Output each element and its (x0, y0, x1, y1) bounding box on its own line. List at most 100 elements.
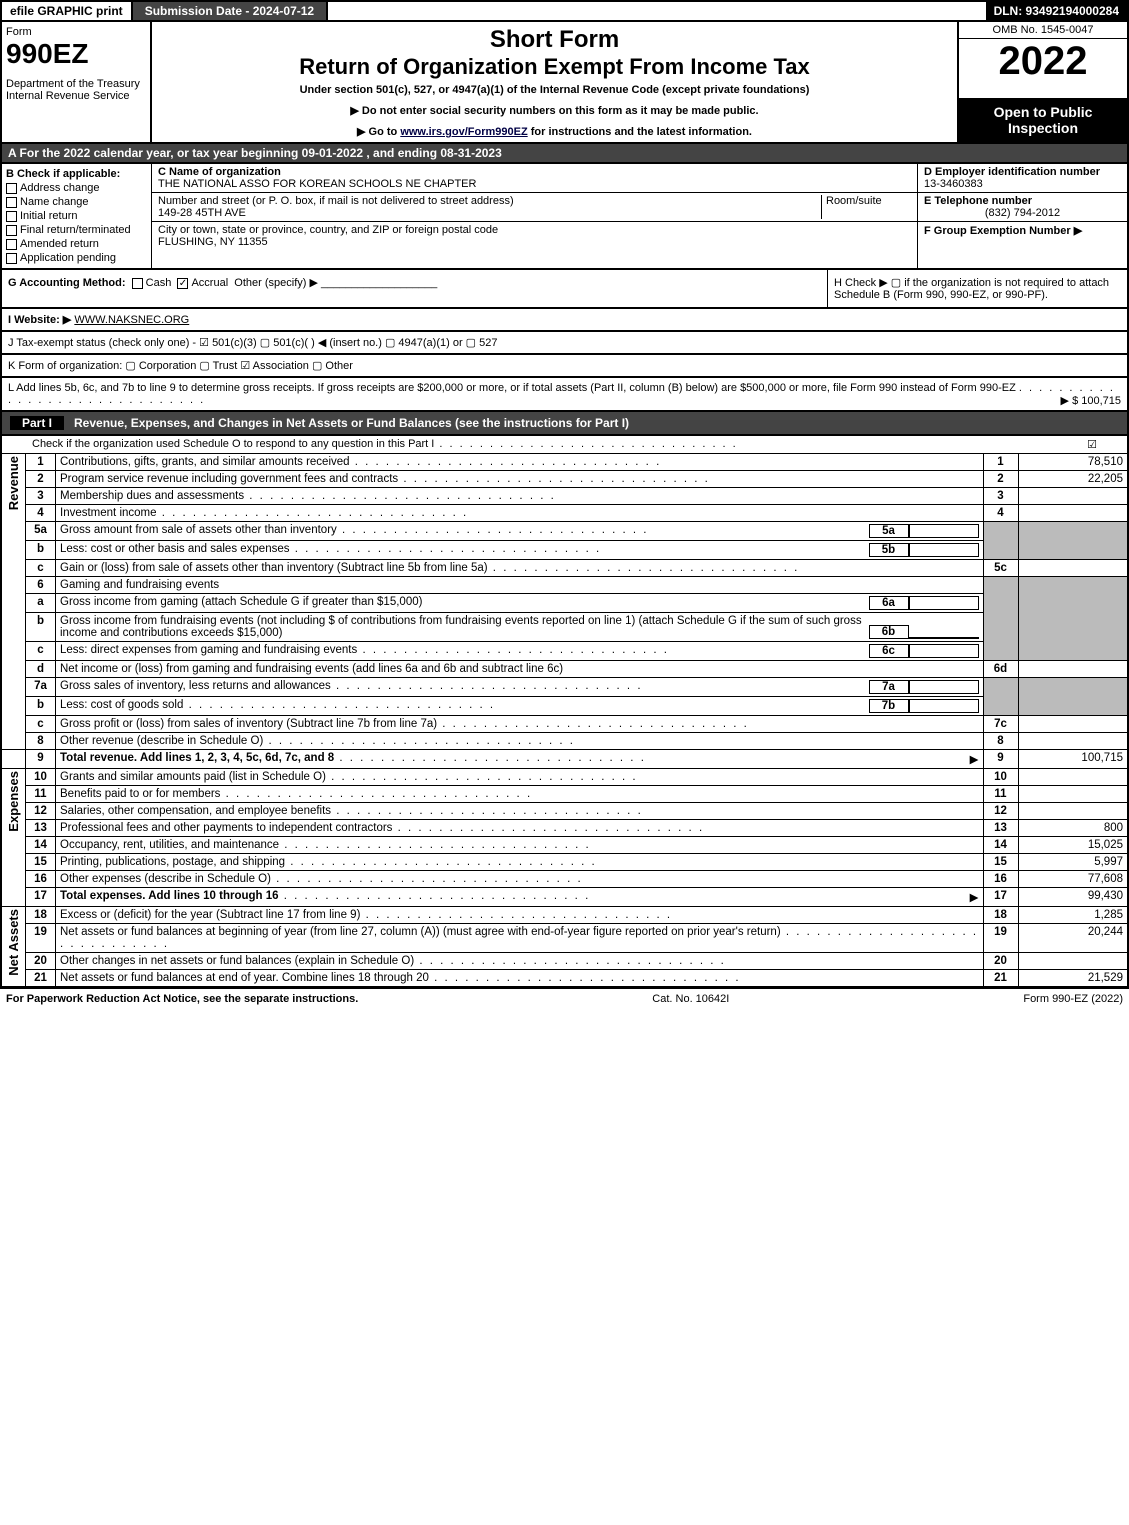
department: Department of the Treasury Internal Reve… (6, 78, 146, 102)
line-12-val (1018, 803, 1128, 820)
c-room-label: Room/suite (821, 195, 911, 219)
e-value: (832) 794-2012 (924, 207, 1121, 219)
line-15-val: 5,997 (1018, 854, 1128, 871)
line-11: Benefits paid to or for members (60, 788, 532, 800)
row-a: A For the 2022 calendar year, or tax yea… (0, 144, 1129, 164)
line-10-val (1018, 769, 1128, 786)
tax-year: 2022 (959, 39, 1127, 98)
b-opt-pending[interactable]: Application pending (6, 252, 147, 264)
lines-table: Revenue 1Contributions, gifts, grants, a… (0, 453, 1129, 988)
header-left: Form 990EZ Department of the Treasury In… (2, 22, 152, 142)
line-2: Program service revenue including govern… (60, 473, 710, 485)
b-opt-initial[interactable]: Initial return (6, 210, 147, 222)
netassets-label: Net Assets (6, 909, 21, 976)
footer-right: Form 990-EZ (2022) (1023, 993, 1123, 1005)
note-goto: ▶ Go to www.irs.gov/Form990EZ for instru… (160, 125, 949, 138)
line-6: Gaming and fundraising events (60, 579, 219, 591)
line-1-val: 78,510 (1018, 454, 1128, 471)
line-14: Occupancy, rent, utilities, and maintena… (60, 839, 591, 851)
line-20: Other changes in net assets or fund bala… (60, 955, 726, 967)
header-right: OMB No. 1545-0047 2022 Open to Public In… (957, 22, 1127, 142)
line-11-val (1018, 786, 1128, 803)
line-5b: Less: cost or other basis and sales expe… (60, 543, 869, 557)
line-6d-val (1018, 661, 1128, 678)
line-21: Net assets or fund balances at end of ye… (60, 972, 741, 984)
line-6b: Gross income from fundraising events (no… (60, 615, 869, 639)
part-i-header: Part I Revenue, Expenses, and Changes in… (0, 412, 1129, 436)
line-17: Total expenses. Add lines 10 through 16 (60, 890, 279, 902)
line-16: Other expenses (describe in Schedule O) (60, 873, 583, 885)
note2-pre: ▶ Go to (357, 126, 400, 138)
arrow: ▶ (970, 752, 979, 766)
section-g: G Accounting Method: Cash ✓Accrual Other… (2, 270, 827, 307)
line-3: Membership dues and assessments (60, 490, 556, 502)
irs-link[interactable]: www.irs.gov/Form990EZ (400, 126, 527, 138)
row-l: L Add lines 5b, 6c, and 7b to line 9 to … (0, 378, 1129, 412)
c-name-label: C Name of organization (158, 166, 911, 178)
line-3-val (1018, 488, 1128, 505)
b-opt-final[interactable]: Final return/terminated (6, 224, 147, 236)
line-7c-val (1018, 716, 1128, 733)
line-13: Professional fees and other payments to … (60, 822, 704, 834)
row-j: J Tax-exempt status (check only one) - ☑… (0, 332, 1129, 355)
revenue-label: Revenue (6, 456, 21, 510)
submission-date: Submission Date - 2024-07-12 (131, 2, 328, 20)
line-8: Other revenue (describe in Schedule O) (60, 735, 575, 747)
b-opt-address[interactable]: Address change (6, 182, 147, 194)
line-4: Investment income (60, 507, 468, 519)
block-b-to-f: B Check if applicable: Address change Na… (0, 164, 1129, 270)
b-header: B Check if applicable: (6, 168, 147, 180)
line-6a: Gross income from gaming (attach Schedul… (60, 596, 869, 610)
line-4-val (1018, 505, 1128, 522)
line-18-val: 1,285 (1018, 907, 1128, 924)
line-14-val: 15,025 (1018, 837, 1128, 854)
g-accrual[interactable]: Accrual (191, 277, 228, 289)
c-name-value: THE NATIONAL ASSO FOR KOREAN SCHOOLS NE … (158, 178, 911, 190)
row-i: I Website: ▶ WWW.NAKSNEC.ORG (0, 309, 1129, 332)
c-city-value: FLUSHING, NY 11355 (158, 236, 498, 248)
row-g-h: G Accounting Method: Cash ✓Accrual Other… (0, 270, 1129, 309)
line-17-val: 99,430 (1018, 888, 1128, 907)
omb-number: OMB No. 1545-0047 (959, 22, 1127, 39)
part-sub-check[interactable]: ☑ (1087, 438, 1097, 451)
line-16-val: 77,608 (1018, 871, 1128, 888)
efile-label[interactable]: efile GRAPHIC print (2, 2, 131, 20)
line-8-val (1018, 733, 1128, 750)
b-opt-amended[interactable]: Amended return (6, 238, 147, 250)
section-def: D Employer identification number 13-3460… (917, 164, 1127, 268)
line-6c: Less: direct expenses from gaming and fu… (60, 644, 869, 658)
c-street-label: Number and street (or P. O. box, if mail… (158, 195, 821, 207)
section-c: C Name of organization THE NATIONAL ASSO… (152, 164, 917, 268)
open-to-public: Open to Public Inspection (959, 98, 1127, 142)
note2-post: for instructions and the latest informat… (528, 126, 752, 138)
top-bar: efile GRAPHIC print Submission Date - 20… (0, 0, 1129, 22)
b-opt-name[interactable]: Name change (6, 196, 147, 208)
footer: For Paperwork Reduction Act Notice, see … (0, 988, 1129, 1009)
l-text: L Add lines 5b, 6c, and 7b to line 9 to … (8, 382, 1016, 394)
line-5c-val (1018, 560, 1128, 577)
part-i-sub: Check if the organization used Schedule … (0, 436, 1129, 453)
form-title: Return of Organization Exempt From Incom… (160, 54, 949, 80)
line-18: Excess or (deficit) for the year (Subtra… (60, 909, 672, 921)
dln: DLN: 93492194000284 (986, 2, 1127, 20)
g-cash[interactable]: Cash (146, 277, 172, 289)
part-title: Revenue, Expenses, and Changes in Net As… (74, 416, 629, 430)
section-h: H Check ▶ ▢ if the organization is not r… (827, 270, 1127, 307)
footer-mid: Cat. No. 10642I (358, 993, 1023, 1005)
g-other[interactable]: Other (specify) ▶ (234, 277, 318, 289)
part-number: Part I (10, 416, 64, 430)
line-7b: Less: cost of goods sold (60, 699, 869, 713)
f-label: F Group Exemption Number ▶ (924, 224, 1121, 237)
line-9-val: 100,715 (1018, 750, 1128, 769)
expenses-label: Expenses (6, 771, 21, 832)
part-sub-text: Check if the organization used Schedule … (32, 438, 738, 451)
website-link[interactable]: WWW.NAKSNEC.ORG (74, 314, 189, 326)
line-7a: Gross sales of inventory, less returns a… (60, 680, 869, 694)
d-value: 13-3460383 (924, 178, 1121, 190)
footer-left: For Paperwork Reduction Act Notice, see … (6, 993, 358, 1005)
c-city-label: City or town, state or province, country… (158, 224, 498, 236)
line-15: Printing, publications, postage, and shi… (60, 856, 597, 868)
line-20-val (1018, 953, 1128, 970)
section-b: B Check if applicable: Address change Na… (2, 164, 152, 268)
line-13-val: 800 (1018, 820, 1128, 837)
